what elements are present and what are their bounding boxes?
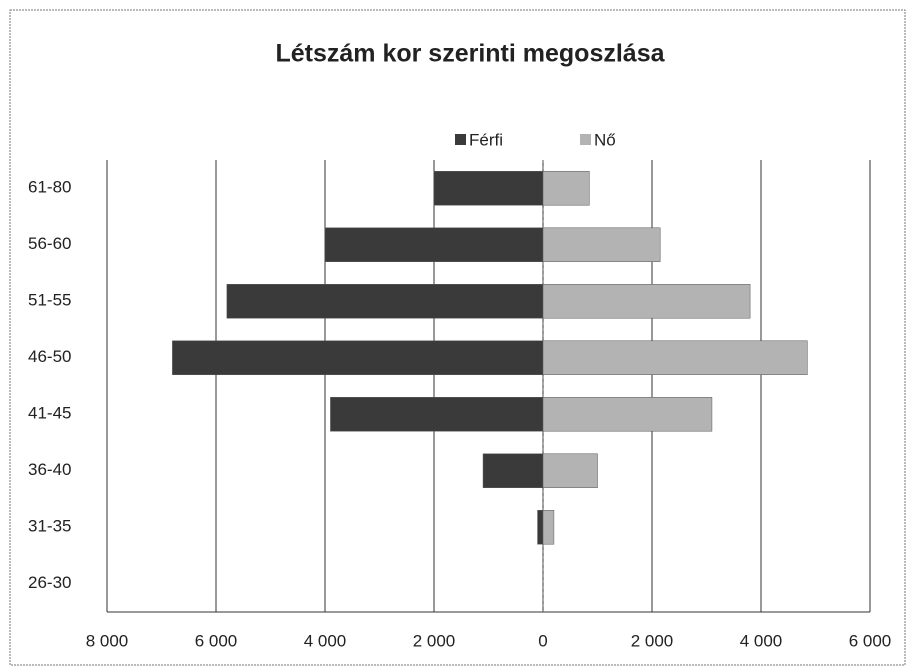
legend-swatch bbox=[455, 134, 466, 145]
bar bbox=[226, 284, 544, 319]
y-tick-label: 61-80 bbox=[28, 178, 71, 197]
x-tick-label: 0 bbox=[538, 631, 547, 650]
x-tick-label: 6 000 bbox=[849, 631, 892, 650]
bar bbox=[482, 453, 544, 488]
x-tick-label: 2 000 bbox=[413, 631, 456, 650]
y-tick-label: 36-40 bbox=[28, 460, 71, 479]
y-tick-label: 46-50 bbox=[28, 347, 71, 366]
bar bbox=[172, 340, 544, 375]
y-tick-label: 31-35 bbox=[28, 517, 71, 536]
legend-label: Nő bbox=[594, 130, 616, 149]
chart-border bbox=[9, 9, 906, 666]
y-tick-label: 41-45 bbox=[28, 404, 71, 423]
legend-label: Férfi bbox=[469, 130, 503, 149]
x-tick-label: 2 000 bbox=[631, 631, 674, 650]
y-tick-label: 26-30 bbox=[28, 573, 71, 592]
x-tick-label: 8 000 bbox=[86, 631, 129, 650]
bar bbox=[542, 397, 713, 432]
bar bbox=[542, 284, 751, 319]
bar bbox=[542, 171, 590, 206]
chart-title: Létszám kor szerinti megoszlása bbox=[275, 40, 665, 68]
y-tick-label: 51-55 bbox=[28, 291, 71, 310]
x-tick-label: 6 000 bbox=[195, 631, 238, 650]
x-tick-label: 4 000 bbox=[740, 631, 783, 650]
bar bbox=[542, 340, 808, 375]
bar bbox=[330, 397, 544, 432]
legend-swatch bbox=[580, 134, 591, 145]
bar bbox=[542, 510, 555, 545]
bar bbox=[324, 227, 544, 262]
bar bbox=[537, 510, 544, 545]
bar bbox=[433, 171, 544, 206]
bar bbox=[542, 227, 661, 262]
x-tick-label: 4 000 bbox=[304, 631, 347, 650]
y-tick-label: 56-60 bbox=[28, 234, 71, 253]
bar bbox=[542, 453, 598, 488]
